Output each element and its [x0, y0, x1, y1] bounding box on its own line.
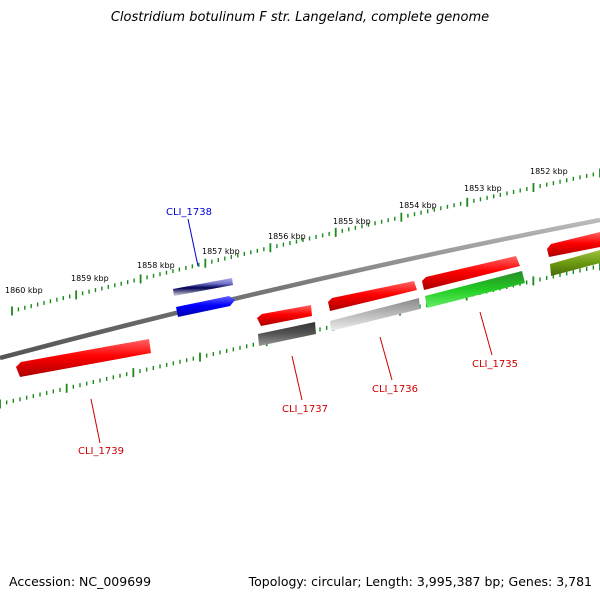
genome-summary-text: Topology: circular; Length: 3,995,387 bp… [248, 574, 592, 589]
leader-cli-1736 [379, 336, 393, 381]
gene-cli-1736-arrow [328, 281, 417, 311]
accession-text: Accession: NC_009699 [9, 574, 152, 589]
tick-label-1857: 1857 kbp [202, 247, 240, 256]
tick-label-1854: 1854 kbp [399, 201, 437, 210]
tick-label-1858: 1858 kbp [137, 261, 175, 270]
gene-right-edge-arrow [547, 232, 600, 257]
tick-labels: 1852 kbp 1853 kbp 1854 kbp 1855 kbp 1856… [5, 167, 568, 295]
tick-label-1852: 1852 kbp [530, 167, 568, 176]
gene-cli-1737[interactable] [257, 305, 316, 346]
label-cli-1735: CLI_1735 [472, 359, 518, 370]
gene-cli-1736-lower [330, 298, 420, 331]
gene-cli-1736[interactable] [328, 281, 420, 331]
leader-cli-1738 [187, 218, 199, 267]
gene-cli-1738-arrow [176, 296, 235, 317]
label-cli-1737: CLI_1737 [282, 404, 328, 415]
label-cli-1739: CLI_1739 [78, 446, 124, 457]
gene-cli-1739[interactable] [16, 339, 151, 377]
gene-cli-1738[interactable] [173, 278, 235, 317]
genome-backbone [0, 217, 600, 361]
gene-cli-1735[interactable] [422, 256, 525, 308]
gene-cli-1739-arrow [16, 339, 151, 377]
tick-label-1859: 1859 kbp [71, 274, 109, 283]
leader-cli-1739 [90, 398, 101, 444]
gene-cli-1737-lower [258, 322, 316, 346]
gene-cli-1735-arrow [422, 256, 520, 290]
gene-cli-1738-upper [173, 278, 233, 296]
leader-cli-1737 [291, 355, 303, 401]
map-title: Clostridium botulinum F str. Langeland, … [110, 10, 490, 25]
tick-label-1856: 1856 kbp [268, 232, 306, 241]
tick-label-1860: 1860 kbp [5, 286, 43, 295]
gene-right-edge-lower [550, 250, 600, 276]
gene-cli-1737-arrow [257, 305, 312, 326]
leader-cli-1735 [479, 311, 493, 356]
tick-label-1855: 1855 kbp [333, 217, 371, 226]
tick-label-1853: 1853 kbp [464, 184, 502, 193]
label-cli-1738: CLI_1738 [166, 207, 212, 218]
outer-tick-ring [11, 168, 600, 316]
gene-cli-1735-lower [425, 271, 525, 308]
label-cli-1736: CLI_1736 [372, 384, 418, 395]
gene-right-edge [547, 232, 600, 276]
